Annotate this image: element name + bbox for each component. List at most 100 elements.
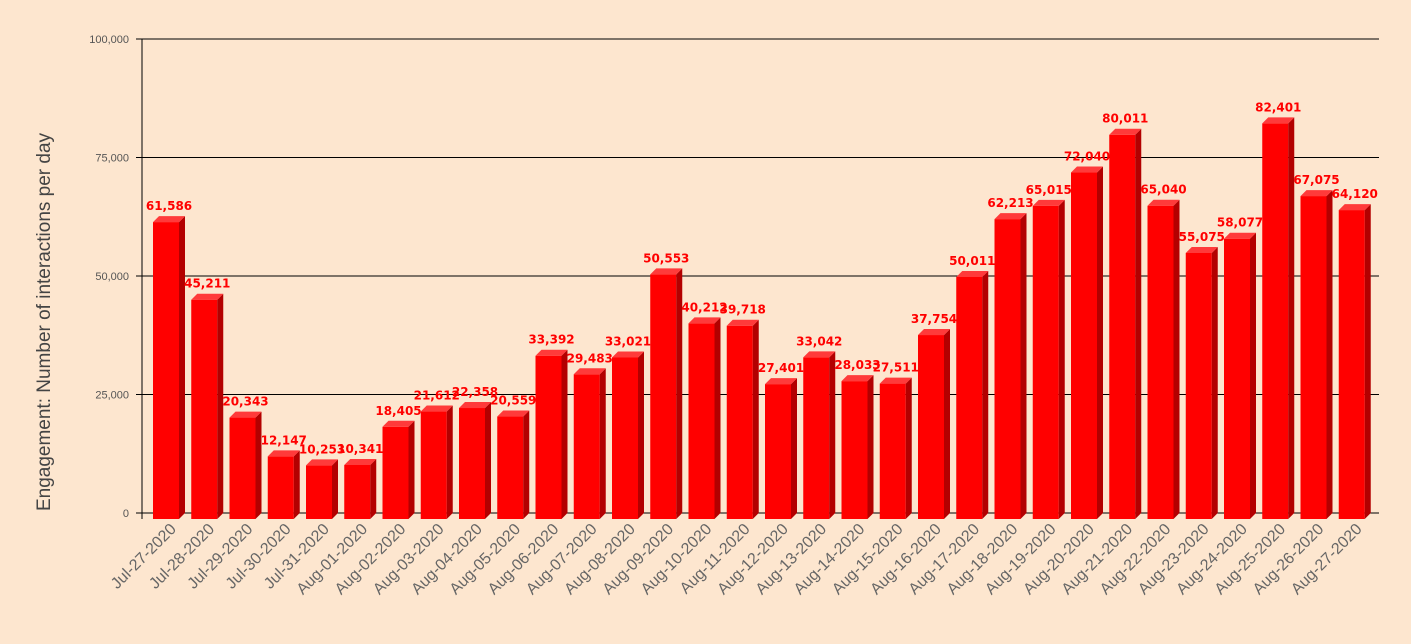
bar-side <box>1135 128 1142 519</box>
data-label: 62,213 <box>987 196 1033 210</box>
y-tick-label: 100,000 <box>89 34 129 46</box>
bar-top <box>459 402 491 409</box>
bar-side <box>638 351 644 519</box>
bar-top <box>841 375 874 382</box>
bar-top <box>1071 166 1103 173</box>
bar <box>1338 204 1371 519</box>
bar-top <box>1185 246 1218 253</box>
y-axis-ticks: 0 25,000 50,000 75,000 100,000 <box>89 34 129 520</box>
bar <box>535 349 568 519</box>
bar <box>267 450 300 519</box>
bar-side <box>905 377 912 519</box>
data-label: 58,077 <box>1217 216 1263 230</box>
bar-side <box>332 459 338 519</box>
bar-top <box>497 410 530 417</box>
bar-side <box>179 216 185 519</box>
bar-top <box>535 349 568 356</box>
bar <box>650 268 683 519</box>
bar-side <box>1326 190 1333 519</box>
bar-side <box>1211 246 1218 519</box>
bar-top <box>918 329 950 336</box>
bar-side <box>370 458 377 519</box>
bar-side <box>867 375 874 519</box>
bar-top <box>1262 117 1295 124</box>
bar <box>344 458 377 519</box>
bar-front <box>1224 238 1250 519</box>
bar-top <box>229 411 262 418</box>
bar-front <box>1147 205 1174 520</box>
data-label: 28,033 <box>834 358 880 372</box>
bar-side <box>1250 232 1256 519</box>
bar-side <box>1364 204 1371 519</box>
bar-front <box>726 325 753 519</box>
bar-side <box>408 420 415 519</box>
bar-front <box>688 323 715 519</box>
data-label: 67,075 <box>1293 173 1339 187</box>
bar <box>1109 128 1142 519</box>
bar-front <box>1338 210 1365 519</box>
data-label: 33,021 <box>605 334 651 348</box>
bar-top <box>956 270 989 277</box>
bar-top <box>1224 232 1256 239</box>
bar-side <box>829 351 836 519</box>
data-label: 33,042 <box>796 334 842 348</box>
bar-front <box>191 299 218 519</box>
bar-front <box>1032 205 1059 519</box>
bar <box>420 405 453 519</box>
data-label: 10,253 <box>299 442 345 456</box>
data-label: 21,612 <box>414 389 460 403</box>
bar <box>956 270 989 519</box>
bar-top <box>573 368 606 375</box>
data-label: 65,015 <box>1026 183 1072 197</box>
bar-top <box>1147 199 1180 206</box>
bar <box>1147 199 1180 520</box>
bar-top <box>612 351 644 358</box>
bar <box>573 368 606 519</box>
bars <box>153 117 1371 520</box>
bar-side <box>293 450 300 519</box>
bar-front <box>879 383 906 519</box>
bar-front <box>841 381 868 519</box>
bar <box>153 216 185 519</box>
bar <box>191 293 224 519</box>
y-tick-label: 0 <box>123 508 129 520</box>
data-label: 82,401 <box>1255 100 1301 114</box>
y-tick-label: 50,000 <box>95 271 129 283</box>
data-label: 12,147 <box>261 433 307 447</box>
bar-front <box>956 276 983 519</box>
bar-front <box>1185 252 1212 519</box>
data-label: 65,040 <box>1140 183 1186 197</box>
data-label: 29,483 <box>567 351 613 365</box>
bar <box>879 377 912 519</box>
data-label: 50,011 <box>949 254 995 268</box>
bar-front <box>994 219 1021 519</box>
data-label: 40,212 <box>681 300 727 314</box>
bar <box>612 351 644 519</box>
bar-top <box>344 458 377 465</box>
bar-front <box>1300 196 1327 519</box>
bar <box>306 459 338 519</box>
bar <box>1032 199 1065 519</box>
data-label: 37,754 <box>911 312 957 326</box>
bar-top <box>726 319 759 326</box>
bar-top <box>420 405 453 412</box>
bar-top <box>153 216 185 223</box>
data-label: 33,392 <box>528 333 574 347</box>
bar-front <box>344 464 371 519</box>
data-label: 27,401 <box>758 361 804 375</box>
bar <box>1185 246 1218 519</box>
bar-front <box>573 374 600 519</box>
bar-side <box>791 378 797 519</box>
data-label: 64,120 <box>1332 187 1378 201</box>
bar-side <box>944 329 950 519</box>
bar <box>1262 117 1295 520</box>
bar-side <box>255 411 262 519</box>
bar-side <box>217 293 224 519</box>
y-axis-title: Engagement: Number of interactions per d… <box>34 132 55 511</box>
bar-front <box>650 274 677 519</box>
bar-top <box>1032 199 1065 206</box>
bar <box>726 319 759 519</box>
